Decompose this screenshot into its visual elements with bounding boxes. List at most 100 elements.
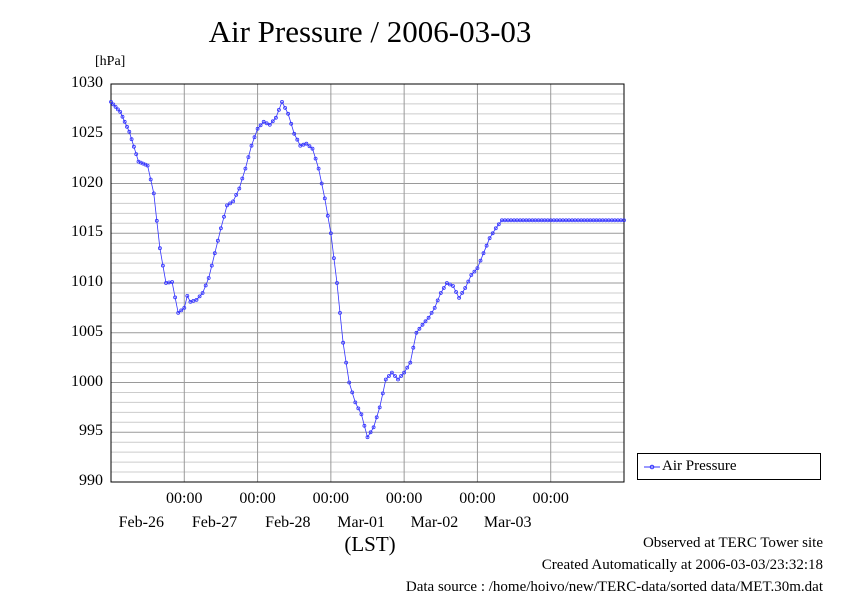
data-point <box>212 251 217 256</box>
data-point <box>322 196 327 201</box>
data-point <box>129 137 134 142</box>
data-point <box>185 293 190 298</box>
data-point <box>341 340 346 345</box>
y-tick-label: 1030 <box>71 74 103 91</box>
y-tick-label: 1000 <box>71 372 103 390</box>
data-point <box>304 141 309 146</box>
data-point <box>246 155 251 160</box>
data-point <box>402 370 407 375</box>
data-point <box>203 283 208 288</box>
data-point <box>197 294 202 299</box>
data-point <box>228 201 233 206</box>
data-point <box>359 412 364 417</box>
data-point <box>444 281 449 285</box>
data-point <box>432 305 437 310</box>
data-point <box>237 186 242 191</box>
data-point <box>496 222 501 227</box>
data-point <box>368 430 373 435</box>
data-point <box>276 108 281 112</box>
data-point <box>261 119 266 124</box>
data-point <box>447 282 452 287</box>
data-point <box>411 345 416 350</box>
data-point <box>240 176 245 181</box>
data-point <box>435 298 440 303</box>
data-point <box>286 111 291 116</box>
data-point <box>151 191 156 196</box>
data-point <box>441 286 446 290</box>
y-tick-label: 990 <box>79 472 103 489</box>
data-point <box>463 286 468 290</box>
x-tick-time: 00:00 <box>239 490 276 507</box>
data-point <box>408 360 413 365</box>
data-point <box>134 152 139 157</box>
x-tick-time: 00:00 <box>166 490 203 507</box>
data-point <box>335 281 339 285</box>
data-point <box>325 213 330 218</box>
data-point <box>249 143 254 148</box>
data-point <box>120 114 125 119</box>
data-point <box>350 390 355 395</box>
data-point <box>200 291 205 295</box>
data-point <box>280 100 284 104</box>
data-point <box>270 119 275 124</box>
chart-title: Air Pressure / 2006-03-03 <box>208 14 532 49</box>
data-point <box>405 365 410 370</box>
data-point <box>225 203 229 208</box>
footer-observed: Observed at TERC Tower site <box>642 535 823 551</box>
x-tick-time: 00:00 <box>459 490 496 507</box>
x-tick-time: 00:00 <box>532 490 569 507</box>
data-point <box>148 177 153 182</box>
data-point <box>179 308 184 313</box>
data-point <box>154 218 159 223</box>
data-point <box>399 374 404 378</box>
data-point <box>438 291 443 295</box>
data-point <box>125 124 129 129</box>
data-point <box>118 110 123 114</box>
data-point <box>243 166 248 171</box>
x-tick-time: 00:00 <box>312 490 350 507</box>
data-point <box>295 137 300 142</box>
data-point <box>420 322 425 327</box>
data-point <box>460 290 465 295</box>
data-point <box>347 380 352 385</box>
data-point <box>131 144 136 149</box>
x-tick-date: Mar-03 <box>483 514 532 531</box>
data-point <box>426 315 431 320</box>
series-air-pressure <box>109 100 626 440</box>
x-tick-date: Feb-26 <box>118 514 164 531</box>
data-point <box>457 295 462 300</box>
data-point <box>215 238 220 243</box>
data-point <box>313 156 318 161</box>
data-point <box>371 425 376 430</box>
data-point <box>273 115 278 120</box>
legend-marker-icon <box>644 464 660 470</box>
data-point <box>389 370 394 375</box>
y-tick-label: 1005 <box>71 322 103 340</box>
data-point <box>111 102 116 107</box>
data-point <box>481 251 486 256</box>
x-tick-time: 00:00 <box>385 490 423 507</box>
data-point <box>206 276 211 280</box>
data-point <box>353 400 358 405</box>
y-unit-label: [hPa] <box>95 54 126 69</box>
data-point <box>289 121 294 126</box>
x-tick-date: Feb-27 <box>191 514 238 531</box>
data-point <box>160 263 165 268</box>
data-point <box>469 273 474 277</box>
data-point <box>209 263 214 268</box>
footer-source: Data source : /home/hoivo/new/TERC-data/… <box>405 579 823 595</box>
data-point <box>218 226 223 231</box>
data-point <box>194 297 199 302</box>
y-tick-label: 1020 <box>71 173 103 191</box>
data-point <box>338 310 342 315</box>
data-point <box>331 256 336 261</box>
data-point <box>380 391 385 396</box>
data-point <box>255 126 260 131</box>
data-point <box>344 360 349 365</box>
data-point <box>383 377 388 382</box>
x-tick-date: Mar-02 <box>410 514 459 531</box>
data-point <box>466 279 471 284</box>
y-tick-label: 1010 <box>71 273 103 290</box>
data-point <box>472 269 477 274</box>
